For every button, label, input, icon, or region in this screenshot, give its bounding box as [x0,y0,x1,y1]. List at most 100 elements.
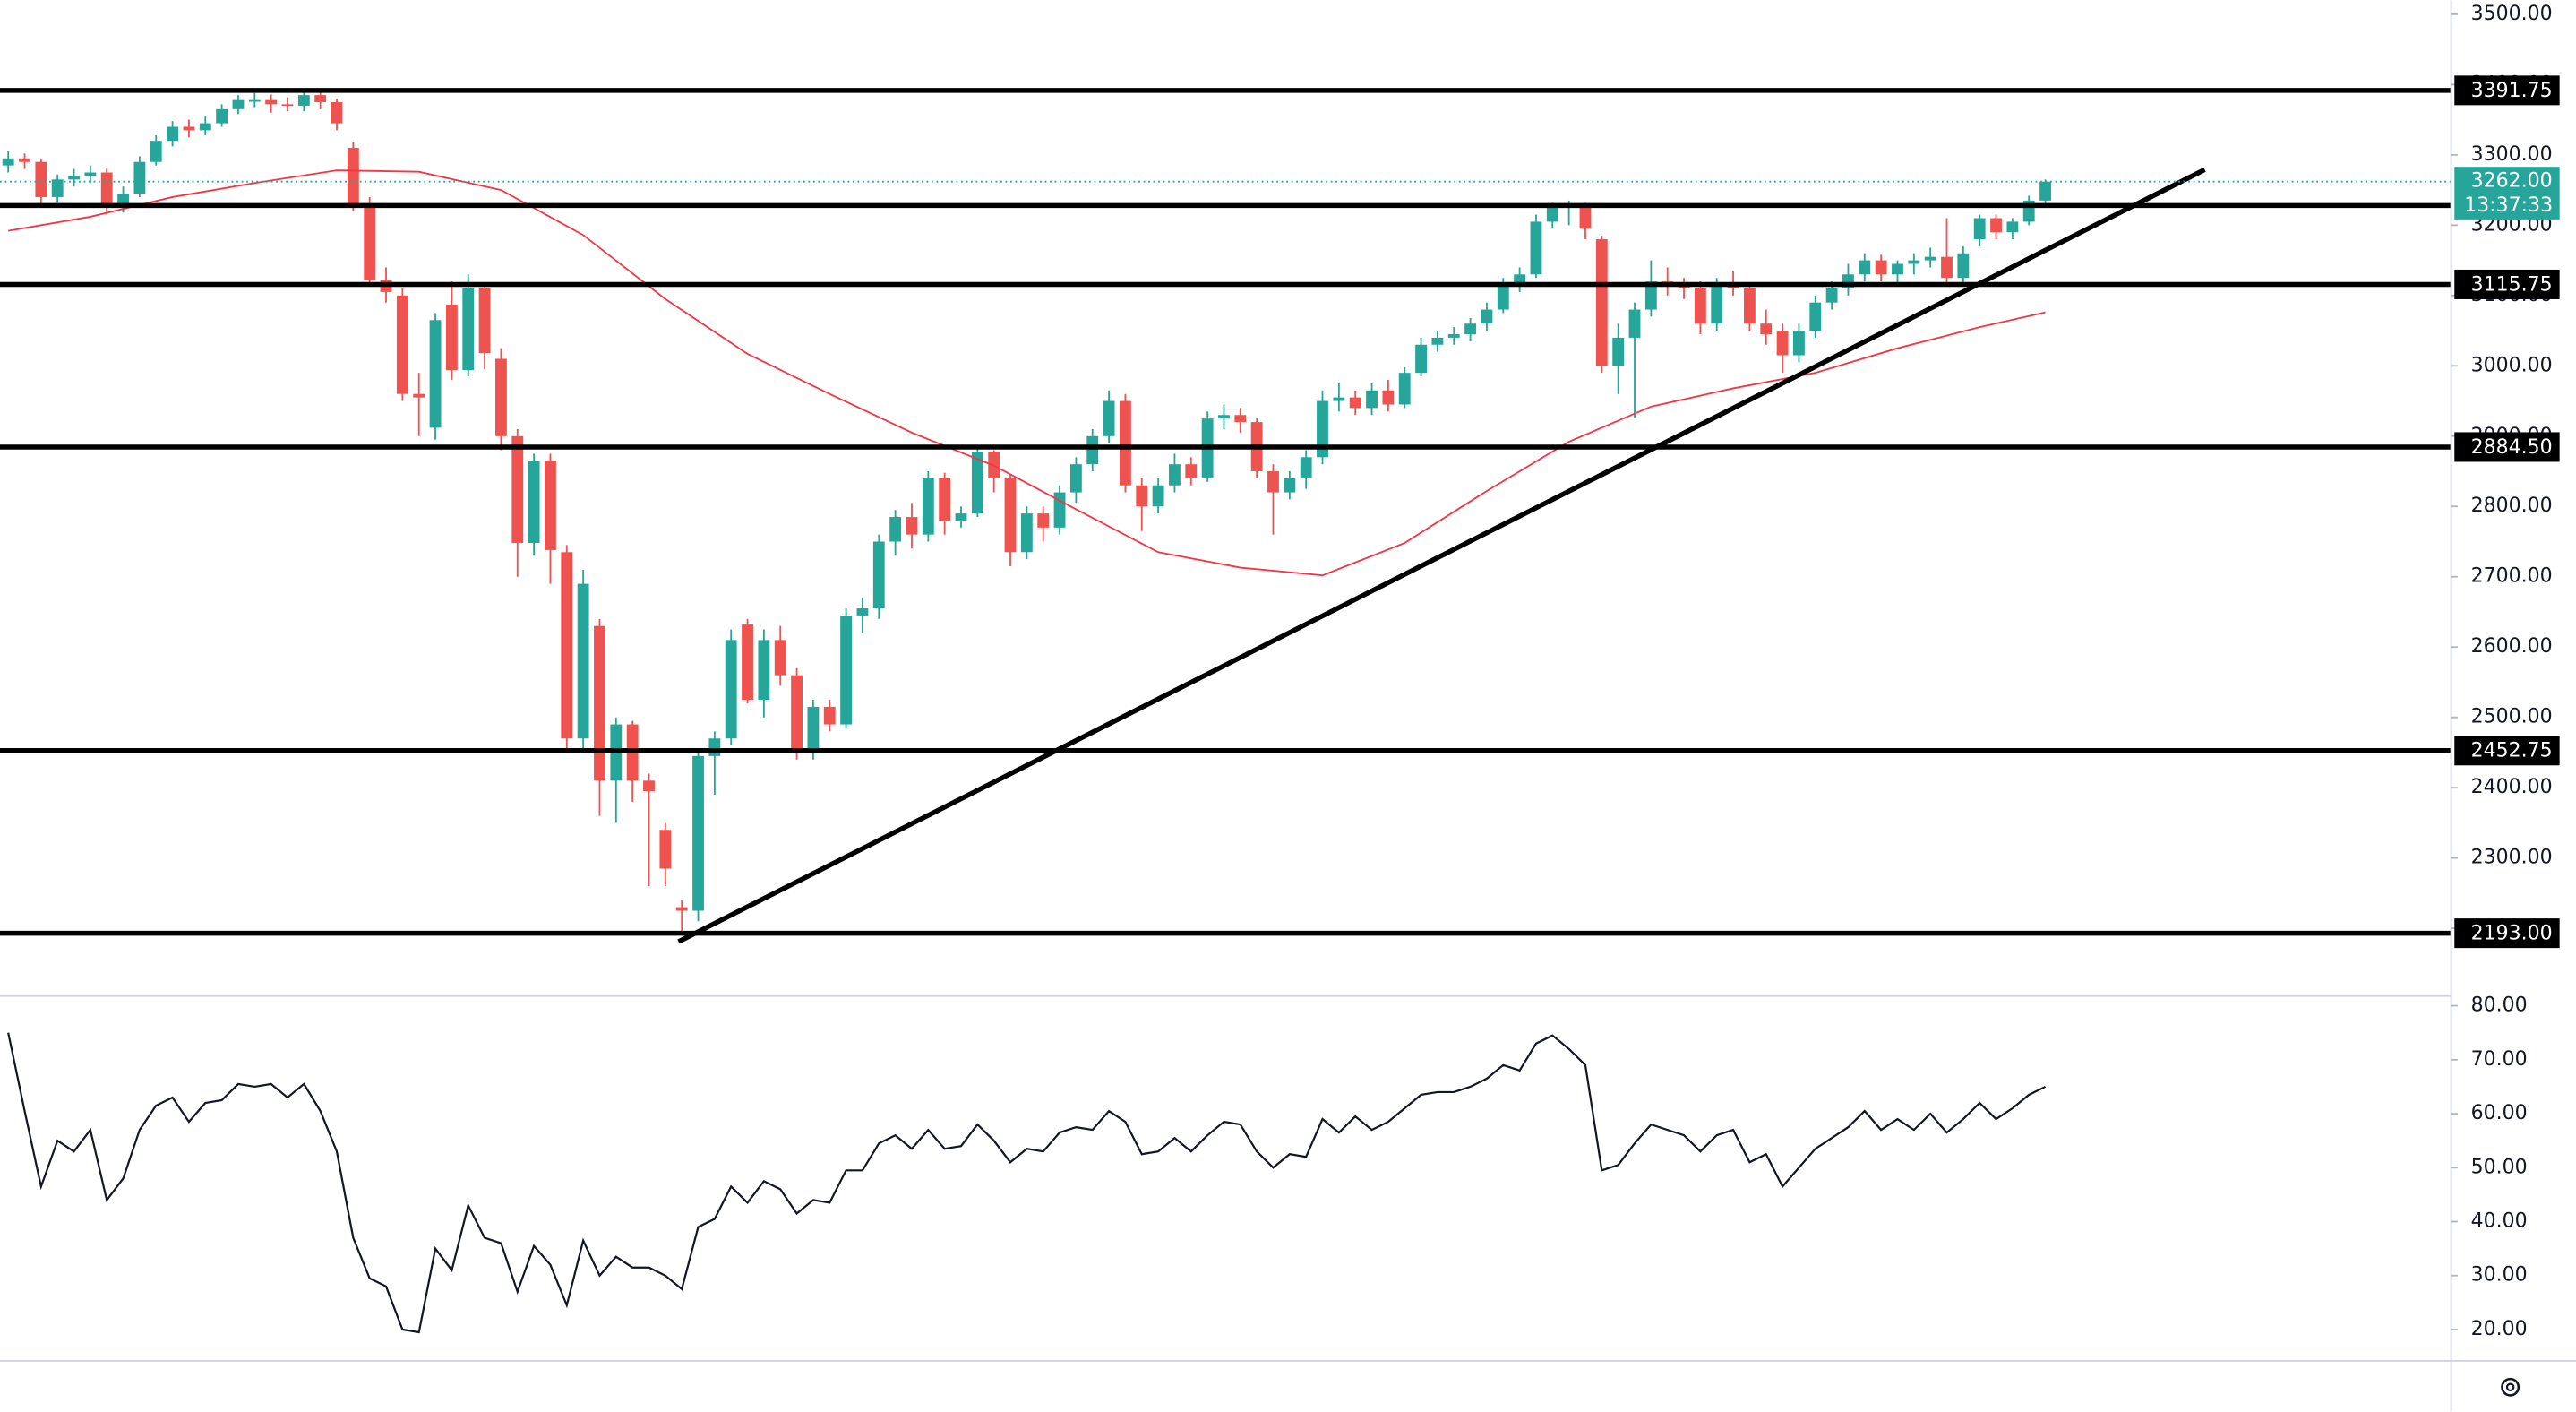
candle-body [232,99,245,109]
candle-body [281,104,294,107]
candle-body [1481,309,1493,324]
candle-body [872,541,885,609]
candle-body [1760,323,1773,334]
candle-body [495,358,507,436]
settings-button[interactable] [2501,1377,2520,1397]
candle-body [922,478,934,535]
candle-body [100,172,113,204]
candle-body [216,108,228,124]
y-tick-label: 40.00 [2471,1210,2528,1233]
candle-body [19,158,30,162]
y-tick-label: 3500.00 [2471,3,2553,25]
candle-body [462,288,475,371]
candle-body [577,583,589,739]
trend-line [677,167,2206,944]
candle-body [708,738,721,756]
candle-body [1628,309,1641,338]
candle-body [1892,263,1903,275]
candle-body [133,161,146,194]
candle-body [725,640,737,739]
candle-body [265,99,278,105]
candle-body [1908,260,1920,264]
candle-body [1333,397,1345,401]
y-tick-label: 2500.00 [2471,706,2553,728]
candle-body [528,461,540,544]
level-label: 3115.75 [2471,273,2553,296]
last-price-label: 3262.00 [2471,170,2553,193]
candle-body [643,780,655,792]
candle-body [1086,435,1099,465]
candle-body [35,161,47,197]
candle-body [429,320,442,428]
candle-body [1793,331,1805,356]
candle-body [692,755,704,911]
last-price-box [2454,167,2560,220]
candle-body [1530,221,1542,275]
candle-body [167,126,179,142]
candle-body [1447,333,1460,338]
moving-average [8,169,2046,577]
candle-body [1924,256,1936,261]
candle-body [1809,302,1822,331]
candle-body [1349,397,1361,409]
candle-body [396,295,408,394]
candle-body [1267,471,1279,493]
candle-body [1644,281,1657,310]
candle-body [1136,485,1148,507]
level-label-box [2454,75,2560,106]
candle-body [413,393,425,398]
candle-body [2,158,14,166]
candle-body [1069,464,1082,493]
level-label-box [2454,432,2560,462]
level-label: 2452.75 [2471,740,2553,762]
candle-body [1366,390,1378,409]
candle-body [807,706,820,750]
candle-body [856,608,869,616]
candle-body [1020,513,1033,553]
candle-body [561,552,573,739]
rsi-line [7,1032,2047,1334]
y-tick-label: 2700.00 [2471,565,2553,588]
candle-body [68,176,80,180]
candle-body [1103,400,1115,436]
candle-body [1941,256,1953,279]
candle-body [823,706,836,725]
candle-body [906,517,918,535]
y-tick-label: 2300.00 [2471,847,2553,869]
candle-body [1185,464,1198,478]
candle-body [1234,415,1247,423]
candle-body [150,141,162,162]
y-tick-label: 30.00 [2471,1264,2528,1287]
level-label-box [2454,918,2560,949]
candle-body [1776,331,1789,356]
candle-body [199,123,211,131]
y-tick-label: 50.00 [2471,1156,2528,1178]
candle-body [1300,457,1312,478]
candle-body [1284,478,1296,493]
candle-body [1152,485,1164,507]
candle-body [545,461,556,550]
candle-body [297,95,310,106]
candle-body [1990,218,2002,233]
candle-body [1875,260,1887,275]
countdown-label: 13:37:33 [2464,194,2553,217]
candle-body [1415,344,1427,374]
candle-body [758,640,770,701]
candle-body [1973,218,1986,240]
candle-body [1004,478,1017,553]
level-label: 2884.50 [2471,436,2553,459]
candle-body [1579,203,1592,229]
candle-body [364,205,376,280]
y-tick-label: 20.00 [2471,1318,2528,1340]
candle-body [1514,274,1526,286]
candle-body [1546,205,1558,222]
candle-body [1119,400,1131,486]
candle-body [1317,400,1328,458]
candle-body [1464,323,1477,334]
y-tick-label: 2400.00 [2471,776,2553,798]
candle-body [2006,221,2019,233]
candle-body [675,907,688,911]
